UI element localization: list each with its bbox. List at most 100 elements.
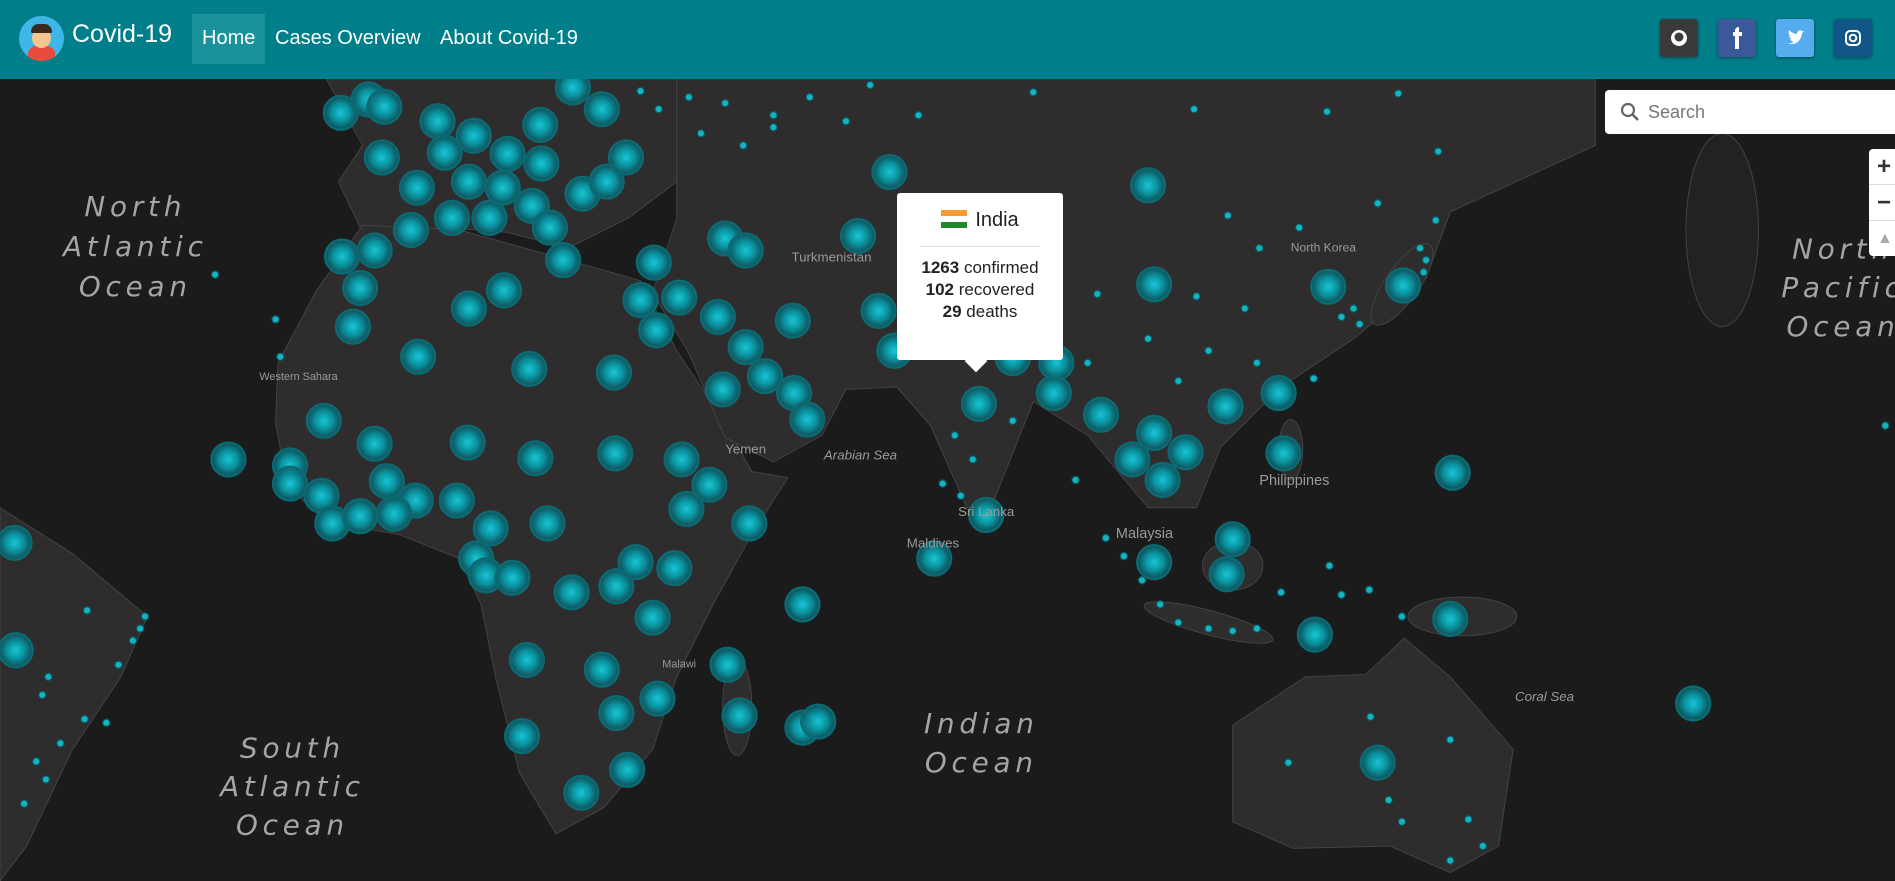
- case-marker-small: [1155, 600, 1165, 609]
- case-marker: [691, 466, 728, 503]
- case-marker: [484, 169, 521, 206]
- case-marker-small: [914, 111, 923, 120]
- case-marker: [1144, 461, 1181, 499]
- nav-link[interactable]: About Covid-19: [440, 27, 578, 49]
- case-marker: [1265, 435, 1302, 472]
- case-marker-small: [739, 141, 748, 150]
- search-box[interactable]: Search: [1605, 90, 1895, 134]
- case-marker: [366, 88, 403, 125]
- case-marker-small: [271, 315, 280, 324]
- facebook-button[interactable]: [1718, 19, 1756, 57]
- case-marker: [342, 269, 379, 307]
- case-marker-small: [769, 123, 778, 132]
- case-marker-small: [1419, 268, 1428, 277]
- case-marker-small: [1478, 841, 1488, 851]
- ocean-label: North: [84, 190, 186, 223]
- case-marker: [517, 440, 554, 477]
- case-marker: [634, 599, 671, 636]
- instagram-button[interactable]: [1834, 19, 1872, 57]
- case-marker: [0, 632, 34, 669]
- case-marker: [1214, 521, 1251, 558]
- case-marker: [472, 510, 509, 547]
- case-marker-small: [1464, 815, 1473, 824]
- brand[interactable]: Covid-19: [72, 20, 173, 48]
- case-marker-small: [1421, 255, 1431, 265]
- case-marker: [839, 217, 877, 255]
- case-marker-small: [1349, 304, 1358, 313]
- case-marker: [1136, 544, 1173, 581]
- case-marker: [554, 79, 591, 106]
- case-marker-small: [636, 86, 645, 96]
- popup-country: India: [975, 209, 1019, 231]
- twitter-button[interactable]: [1776, 19, 1814, 57]
- case-marker: [334, 308, 372, 345]
- case-marker: [639, 680, 676, 717]
- case-marker-small: [1223, 211, 1233, 220]
- case-marker: [494, 559, 531, 596]
- case-marker: [656, 550, 693, 587]
- case-marker: [450, 163, 488, 200]
- case-marker-small: [1355, 319, 1364, 329]
- case-marker-small: [1071, 475, 1080, 485]
- case-marker-small: [1337, 312, 1346, 322]
- case-marker: [598, 694, 635, 732]
- case-marker: [1310, 268, 1347, 305]
- case-marker-small: [1394, 89, 1403, 98]
- case-marker: [709, 646, 746, 683]
- place-label: Sri Lanka: [958, 504, 1015, 519]
- case-marker: [1432, 600, 1469, 638]
- compass[interactable]: ▲: [1877, 230, 1893, 247]
- case-marker-small: [805, 92, 814, 102]
- case-marker: [968, 496, 1005, 534]
- case-marker-small: [1881, 421, 1890, 430]
- case-marker: [1359, 744, 1396, 781]
- case-marker-small: [968, 455, 978, 464]
- case-marker: [588, 163, 625, 200]
- case-marker: [363, 139, 401, 176]
- case-marker: [0, 524, 33, 561]
- case-marker-small: [1431, 216, 1440, 225]
- case-marker: [531, 209, 569, 246]
- case-marker: [305, 402, 343, 439]
- case-marker: [1035, 374, 1072, 412]
- map[interactable]: North Atlantic Ocean South Atlantic Ocean Indi…: [0, 79, 1895, 881]
- confirmed-label: confirmed: [963, 258, 1039, 277]
- github-button[interactable]: [1660, 19, 1698, 57]
- case-marker: [356, 425, 393, 462]
- case-marker: [426, 134, 463, 171]
- logo[interactable]: [19, 16, 64, 61]
- case-marker: [595, 354, 633, 391]
- active-tab: [192, 14, 265, 64]
- zoom-in[interactable]: +: [1869, 149, 1895, 185]
- case-marker: [1434, 454, 1471, 491]
- case-marker-small: [1174, 618, 1183, 627]
- case-marker: [800, 703, 837, 740]
- case-marker: [727, 232, 764, 269]
- case-marker: [1296, 616, 1334, 653]
- case-marker-small: [684, 92, 694, 102]
- case-marker: [545, 242, 582, 279]
- case-marker-small: [1397, 817, 1407, 827]
- case-marker-small: [1276, 588, 1286, 597]
- ocean-label: Atlantic: [218, 770, 365, 803]
- ocean-label: Pacific: [1781, 271, 1895, 304]
- zoom-control: + − ▲: [1869, 149, 1895, 256]
- case-marker: [1260, 374, 1297, 412]
- deaths-label: deaths: [966, 302, 1018, 321]
- case-marker: [789, 401, 826, 438]
- case-marker-small: [32, 757, 41, 766]
- case-marker: [522, 106, 559, 144]
- zoom-out[interactable]: −: [1869, 185, 1895, 221]
- case-marker: [1384, 267, 1422, 304]
- case-marker: [635, 244, 672, 281]
- case-marker-small: [1325, 561, 1334, 570]
- case-marker-small: [1294, 223, 1304, 232]
- nav-link[interactable]: Cases Overview: [275, 27, 421, 49]
- case-marker-small: [865, 80, 875, 90]
- case-marker-small: [1137, 576, 1147, 585]
- nav-link[interactable]: Home: [202, 27, 256, 49]
- case-marker-small: [654, 104, 663, 114]
- case-marker-small: [1143, 334, 1153, 343]
- case-marker: [1136, 266, 1173, 303]
